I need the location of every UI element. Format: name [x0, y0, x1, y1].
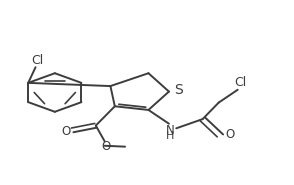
- Text: Cl: Cl: [234, 76, 246, 89]
- Text: O: O: [61, 125, 71, 138]
- Text: O: O: [226, 128, 235, 141]
- Text: Cl: Cl: [31, 54, 43, 67]
- Text: S: S: [174, 83, 183, 97]
- Text: H: H: [166, 131, 175, 141]
- Text: N: N: [166, 124, 175, 137]
- Text: O: O: [101, 140, 111, 153]
